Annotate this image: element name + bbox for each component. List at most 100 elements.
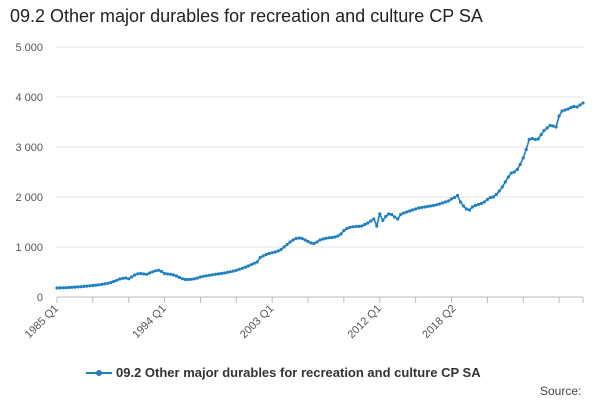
data-point[interactable]	[387, 212, 391, 216]
data-point[interactable]	[512, 170, 516, 174]
data-point[interactable]	[336, 234, 340, 238]
data-point[interactable]	[476, 202, 480, 207]
data-point[interactable]	[339, 232, 343, 236]
data-point[interactable]	[67, 285, 71, 290]
data-point[interactable]	[414, 207, 418, 211]
data-point[interactable]	[258, 255, 262, 260]
data-point[interactable]	[169, 272, 173, 276]
data-point[interactable]	[327, 236, 331, 240]
data-point[interactable]	[515, 167, 519, 172]
data-point[interactable]	[195, 276, 200, 280]
data-point[interactable]	[396, 217, 400, 221]
data-point[interactable]	[210, 273, 214, 277]
data-point[interactable]	[207, 273, 211, 277]
data-point[interactable]	[79, 285, 83, 289]
data-point[interactable]	[399, 212, 403, 217]
data-point[interactable]	[315, 240, 319, 244]
data-point[interactable]	[449, 197, 454, 201]
data-point[interactable]	[97, 283, 101, 287]
data-point[interactable]	[411, 208, 415, 212]
data-point[interactable]	[76, 285, 80, 289]
data-point[interactable]	[461, 204, 466, 208]
data-point[interactable]	[264, 252, 268, 257]
data-point[interactable]	[518, 162, 522, 167]
data-point[interactable]	[127, 277, 131, 281]
data-point[interactable]	[536, 137, 540, 141]
data-point[interactable]	[243, 265, 247, 269]
data-point[interactable]	[429, 204, 433, 208]
data-point[interactable]	[482, 200, 486, 204]
data-point[interactable]	[148, 271, 152, 275]
data-point[interactable]	[300, 236, 304, 241]
data-point[interactable]	[509, 171, 513, 175]
data-point[interactable]	[402, 211, 406, 215]
data-point[interactable]	[91, 283, 95, 288]
data-point[interactable]	[533, 137, 537, 142]
data-point[interactable]	[500, 185, 504, 189]
data-point[interactable]	[177, 275, 182, 280]
data-point[interactable]	[494, 192, 498, 197]
data-point[interactable]	[488, 195, 492, 200]
data-point[interactable]	[443, 200, 448, 204]
data-point[interactable]	[124, 276, 128, 280]
data-point[interactable]	[563, 108, 567, 112]
data-point[interactable]	[530, 136, 534, 141]
data-point[interactable]	[521, 156, 525, 160]
data-point[interactable]	[560, 109, 564, 113]
data-point[interactable]	[548, 123, 552, 128]
data-point[interactable]	[360, 224, 364, 228]
data-point[interactable]	[491, 195, 495, 199]
data-point[interactable]	[94, 283, 98, 287]
data-point[interactable]	[133, 273, 137, 277]
data-point[interactable]	[470, 205, 474, 209]
data-point[interactable]	[160, 269, 164, 274]
data-point[interactable]	[201, 274, 205, 278]
data-point[interactable]	[452, 195, 457, 200]
data-point[interactable]	[569, 105, 573, 110]
data-point[interactable]	[378, 212, 382, 216]
data-point[interactable]	[467, 208, 471, 212]
data-point[interactable]	[423, 205, 427, 209]
data-point[interactable]	[294, 236, 298, 241]
data-point[interactable]	[82, 284, 86, 288]
data-point[interactable]	[455, 193, 460, 198]
data-point[interactable]	[384, 214, 388, 219]
data-point[interactable]	[252, 261, 256, 265]
data-point[interactable]	[435, 203, 439, 207]
data-point[interactable]	[157, 268, 161, 272]
data-point[interactable]	[464, 207, 468, 211]
data-point[interactable]	[446, 199, 451, 203]
data-point[interactable]	[306, 239, 310, 244]
data-point[interactable]	[432, 203, 436, 208]
data-point[interactable]	[566, 107, 570, 111]
data-point[interactable]	[246, 264, 250, 268]
legend[interactable]: 09.2 Other major durables for recreation…	[86, 365, 481, 380]
data-point[interactable]	[151, 270, 155, 274]
data-point[interactable]	[366, 221, 370, 225]
data-point[interactable]	[345, 226, 349, 231]
data-point[interactable]	[473, 203, 477, 208]
data-point[interactable]	[106, 281, 110, 285]
data-point[interactable]	[118, 277, 122, 281]
data-point[interactable]	[572, 104, 576, 109]
data-point[interactable]	[426, 204, 430, 209]
data-point[interactable]	[312, 241, 316, 246]
data-point[interactable]	[333, 235, 337, 239]
data-point[interactable]	[405, 210, 409, 214]
data-point[interactable]	[58, 286, 62, 290]
data-point[interactable]	[192, 277, 197, 281]
data-point[interactable]	[554, 125, 558, 129]
data-point[interactable]	[228, 270, 232, 274]
data-point[interactable]	[276, 249, 280, 253]
data-point[interactable]	[183, 277, 188, 282]
data-point[interactable]	[115, 278, 119, 282]
data-point[interactable]	[545, 126, 549, 130]
data-point[interactable]	[393, 215, 397, 219]
data-point[interactable]	[420, 205, 424, 210]
data-point[interactable]	[100, 282, 104, 286]
data-point[interactable]	[357, 224, 361, 228]
data-point[interactable]	[237, 267, 241, 271]
data-point[interactable]	[219, 271, 223, 276]
data-point[interactable]	[503, 180, 507, 184]
data-point[interactable]	[381, 218, 385, 223]
